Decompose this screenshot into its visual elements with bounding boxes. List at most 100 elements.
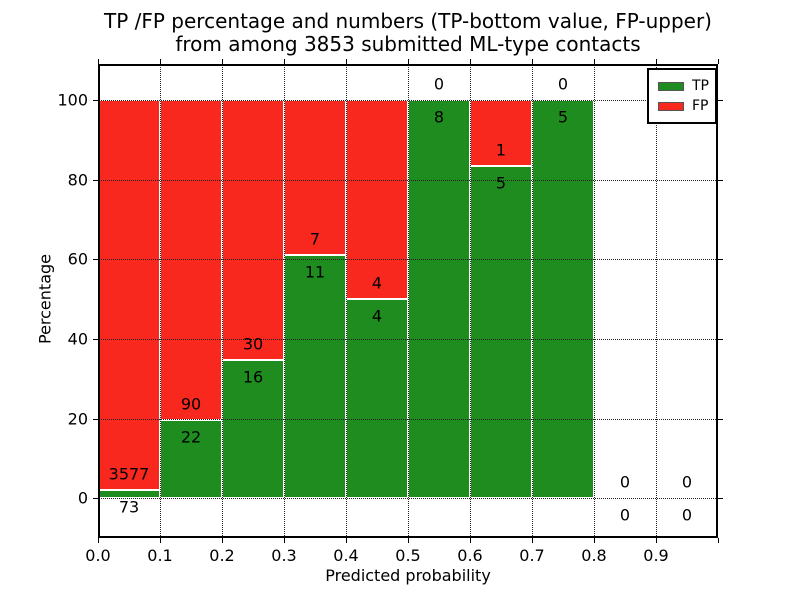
fp-count-label: 0 [433, 74, 445, 94]
x-tick-mark [656, 538, 657, 543]
chart-title-line2: from among 3853 submitted ML-type contac… [175, 32, 641, 56]
chart-title: TP /FP percentage and numbers (TP-bottom… [98, 10, 718, 56]
x-tick-label: 0.6 [457, 546, 483, 565]
x-tick-mark [532, 538, 533, 543]
tp-count-label: 0 [619, 505, 631, 525]
y-tick-mark [93, 99, 98, 101]
x-tick-mark [222, 538, 223, 543]
y-tick-mark-right [718, 498, 723, 500]
tp-count-label: 22 [180, 427, 202, 447]
y-tick-mark [93, 498, 98, 500]
tp-count-label: 4 [371, 306, 383, 326]
horizontal-gridline [98, 418, 718, 420]
x-tick-mark-top [532, 59, 533, 64]
x-tick-mark [160, 538, 161, 543]
x-tick-mark [284, 538, 285, 543]
tp-count-label: 8 [433, 107, 445, 127]
bar-segment-tp [470, 166, 532, 499]
fp-count-label: 30 [242, 334, 264, 354]
y-tick-label: 60 [67, 249, 88, 269]
x-tick-mark-top [656, 59, 657, 64]
y-tick-label: 40 [67, 329, 88, 349]
x-tick-label: 0.5 [395, 546, 421, 565]
horizontal-gridline [98, 498, 718, 500]
vertical-gridline [408, 64, 409, 538]
x-axis-label: Predicted probability [325, 566, 491, 585]
y-tick-label: 80 [67, 170, 88, 189]
x-tick-mark-top [98, 59, 99, 64]
x-tick-mark-top [346, 59, 347, 64]
legend: TP FP [647, 68, 717, 124]
x-tick-mark [718, 538, 719, 543]
x-tick-mark [408, 538, 409, 543]
vertical-gridline [594, 64, 595, 538]
y-tick-mark [93, 179, 98, 181]
tp-count-label: 11 [304, 262, 326, 282]
y-tick-label: 100 [57, 90, 88, 110]
plot-area: TP FP 3577 73 90 22 30 16 7 11 4 4 0 8 1 5 0 5 0 0 0 0 [98, 64, 718, 538]
x-tick-mark-top [594, 59, 595, 64]
chart-title-line1: TP /FP percentage and numbers (TP-bottom… [104, 9, 712, 33]
x-tick-mark [346, 538, 347, 543]
fp-count-label: 90 [180, 394, 202, 414]
x-tick-mark-top [718, 59, 719, 64]
bar-segment-fp [346, 99, 408, 299]
x-tick-label: 0.0 [85, 546, 111, 565]
x-tick-label: 0.1 [147, 546, 173, 565]
bar-segment-tp [532, 99, 594, 499]
x-tick-label: 0.4 [333, 546, 359, 565]
x-tick-mark-top [222, 59, 223, 64]
tp-legend-label: TP [692, 78, 709, 94]
x-tick-mark [98, 538, 99, 543]
tp-count-label: 16 [242, 367, 264, 387]
y-tick-mark-right [718, 338, 723, 340]
horizontal-gridline [98, 259, 718, 261]
tp-legend-swatch-icon [658, 81, 684, 91]
horizontal-gridline [98, 99, 718, 101]
x-tick-mark-top [284, 59, 285, 64]
y-tick-mark-right [718, 259, 723, 261]
vertical-gridline [160, 64, 161, 538]
fp-legend-swatch-icon [658, 101, 684, 111]
horizontal-gridline [98, 338, 718, 340]
tp-count-label: 73 [118, 497, 140, 517]
fp-count-label: 4 [371, 273, 383, 293]
x-tick-label: 0.9 [643, 546, 669, 565]
vertical-gridline [470, 64, 471, 538]
y-tick-mark [93, 418, 98, 420]
bar-segment-tp [346, 299, 408, 499]
fp-count-label: 7 [309, 229, 321, 249]
y-tick-mark-right [718, 418, 723, 420]
bar-segment-fp [98, 99, 160, 491]
fp-count-label: 3577 [108, 464, 150, 484]
x-tick-mark-top [408, 59, 409, 64]
tp-count-label: 5 [495, 173, 507, 193]
horizontal-gridline [98, 179, 718, 181]
bar-segment-tp [408, 99, 470, 499]
tp-count-label: 5 [557, 107, 569, 127]
fp-legend-label: FP [692, 98, 709, 114]
vertical-gridline [656, 64, 657, 538]
fp-count-label: 0 [557, 74, 569, 94]
x-tick-mark [594, 538, 595, 543]
vertical-gridline [222, 64, 223, 538]
y-tick-label: 0 [77, 488, 88, 508]
bar-segment-fp [222, 99, 284, 360]
legend-item-tp: TP [658, 76, 715, 96]
vertical-gridline [284, 64, 285, 538]
x-tick-label: 0.2 [209, 546, 235, 565]
fp-count-label: 0 [619, 472, 631, 492]
y-tick-mark-right [718, 99, 723, 101]
y-tick-mark [93, 259, 98, 261]
x-tick-label: 0.3 [271, 546, 297, 565]
x-tick-label: 0.7 [519, 546, 545, 565]
tp-count-label: 0 [681, 505, 693, 525]
fp-count-label: 1 [495, 140, 507, 160]
y-tick-label: 20 [67, 409, 88, 428]
vertical-gridline [532, 64, 533, 538]
fp-count-label: 0 [681, 472, 693, 492]
y-tick-mark [93, 338, 98, 340]
x-tick-mark-top [470, 59, 471, 64]
x-tick-mark [470, 538, 471, 543]
